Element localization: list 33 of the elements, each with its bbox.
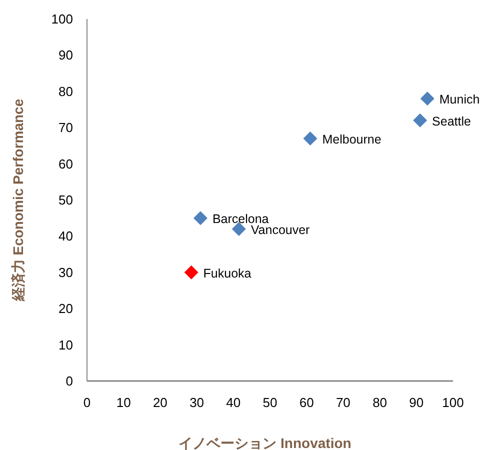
x-tick-label: 10 <box>116 395 131 410</box>
x-tick-label: 100 <box>442 395 464 410</box>
x-tick-label: 30 <box>190 395 204 410</box>
y-tick-label: 40 <box>58 228 73 244</box>
y-tick-label: 0 <box>66 374 73 388</box>
point <box>420 92 434 106</box>
point <box>184 265 198 280</box>
x-tick-label: 0 <box>83 395 91 410</box>
x-tick-label: 80 <box>372 395 388 410</box>
x-tick-label: 40 <box>226 395 241 410</box>
point <box>303 131 318 146</box>
x-tick-label: 70 <box>336 395 350 410</box>
y-tick-label: 70 <box>58 120 73 136</box>
annotation: Seattle <box>432 114 472 128</box>
annotation: Melbourne <box>322 132 382 146</box>
annotation: Munich <box>439 92 480 107</box>
x-tick-label: 90 <box>409 395 424 410</box>
y-tick-label: 30 <box>58 264 73 280</box>
x-tick-label: 20 <box>152 395 168 410</box>
x-axis-title: イノベーション Innovation <box>178 435 352 450</box>
y-tick-label: 50 <box>58 192 73 208</box>
point <box>193 211 208 226</box>
x-tick-label: 50 <box>262 395 278 410</box>
y-tick-label: 60 <box>58 156 73 172</box>
y-tick-label: 10 <box>58 337 73 352</box>
y-axis-title: 経済力 Economic Performance <box>10 98 26 302</box>
annotation: Fukuoka <box>203 266 252 280</box>
y-tick-label: 20 <box>58 301 73 316</box>
y-tick-label: 90 <box>58 48 73 63</box>
y-tick-label: 100 <box>51 12 73 26</box>
point <box>413 113 428 128</box>
x-tick-label: 60 <box>299 395 314 410</box>
y-tick-label: 80 <box>58 84 73 99</box>
